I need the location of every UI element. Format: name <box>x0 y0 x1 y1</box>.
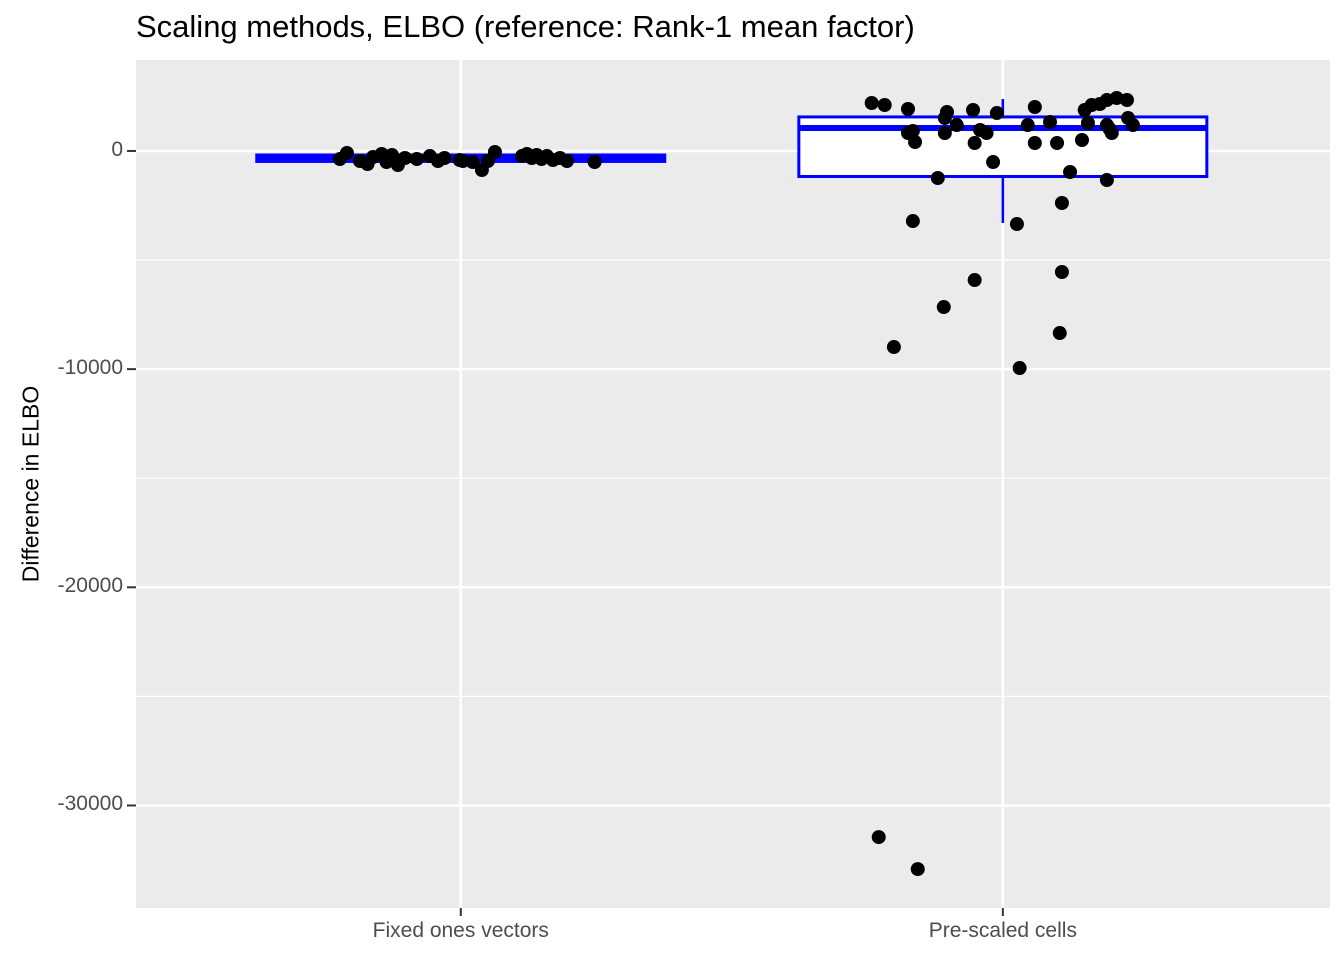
jitter-point <box>886 340 901 355</box>
jitter-point <box>979 125 994 140</box>
jitter-point <box>1020 118 1035 133</box>
jitter-point <box>967 273 982 288</box>
y-tick-label: -30000 <box>57 792 123 816</box>
y-tick-label: -20000 <box>57 574 123 598</box>
jitter-point <box>877 98 892 113</box>
jitter-point <box>587 155 602 170</box>
jitter-point <box>910 862 925 877</box>
jitter-point <box>1012 361 1027 376</box>
jitter-point <box>905 124 920 139</box>
jitter-point <box>1125 118 1140 133</box>
jitter-point <box>871 830 886 845</box>
jitter-point <box>560 154 574 169</box>
y-tick-label: 0 <box>111 137 123 161</box>
x-tick-label: Pre-scaled cells <box>928 919 1077 942</box>
jitter-point <box>1080 116 1095 131</box>
jitter-point <box>1119 93 1134 108</box>
jitter-point <box>937 125 952 140</box>
jitter-point <box>986 155 1001 170</box>
jitter-point <box>1099 173 1114 188</box>
jitter-point <box>1104 125 1119 140</box>
jitter-point <box>465 155 480 170</box>
jitter-point <box>487 144 502 159</box>
jitter-point <box>397 150 412 165</box>
jitter-point <box>1027 136 1042 151</box>
jitter-point <box>900 101 915 116</box>
jitter-point <box>908 135 923 150</box>
jitter-point <box>339 146 354 161</box>
jitter-point <box>864 95 879 110</box>
jitter-point <box>437 150 452 165</box>
jitter-point <box>1052 326 1067 341</box>
jitter-point <box>1054 265 1069 280</box>
jitter-point <box>1063 165 1078 180</box>
jitter-point <box>1054 196 1069 211</box>
jitter-point <box>937 111 952 126</box>
chart-title: Scaling methods, ELBO (reference: Rank-1… <box>136 9 915 44</box>
jitter-point <box>1027 99 1042 114</box>
jitter-point <box>1009 217 1024 232</box>
jitter-point <box>1050 136 1065 151</box>
jitter-point <box>966 103 981 118</box>
jitter-point <box>989 106 1004 121</box>
jitter-point <box>930 171 945 186</box>
jitter-point <box>905 214 920 229</box>
plot-panel <box>136 60 1330 908</box>
jitter-point <box>936 300 951 315</box>
jitter-point <box>1042 115 1057 130</box>
y-tick-label: -10000 <box>57 356 123 380</box>
jitter-point <box>409 152 424 167</box>
jitter-point <box>949 118 964 133</box>
jitter-point <box>967 136 982 151</box>
jitter-point <box>1074 133 1089 148</box>
x-tick-label: Fixed ones vectors <box>372 919 549 942</box>
